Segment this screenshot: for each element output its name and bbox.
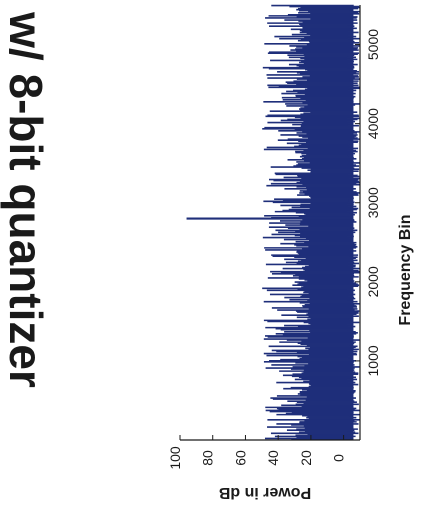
x-tick-label: 5000 — [365, 29, 381, 60]
y-ticks: 0 20 40 60 80 100 — [167, 435, 347, 470]
y-axis-label: Power in dB — [219, 484, 311, 501]
y-tick-label: 20 — [298, 450, 314, 466]
y-tick-label: 40 — [265, 450, 281, 466]
x-tick-label: 4000 — [365, 108, 381, 139]
y-tick-label: 80 — [200, 450, 216, 466]
plot-area: 1000 2000 3000 4000 5000 0 20 40 60 80 100 — [167, 4, 381, 470]
x-axis-label: Frequency Bin — [397, 214, 414, 325]
y-tick-label: 60 — [232, 450, 248, 466]
y-tick-label: 100 — [167, 446, 183, 470]
bars-group — [186, 4, 360, 441]
x-tick-label: 2000 — [365, 266, 381, 297]
y-tick-label: 0 — [331, 454, 347, 462]
x-ticks: 1000 2000 3000 4000 5000 — [355, 29, 381, 376]
x-tick-label: 1000 — [365, 345, 381, 376]
x-tick-label: 3000 — [365, 187, 381, 218]
title-fragment: w/ 8-bit quantizer — [0, 11, 52, 388]
